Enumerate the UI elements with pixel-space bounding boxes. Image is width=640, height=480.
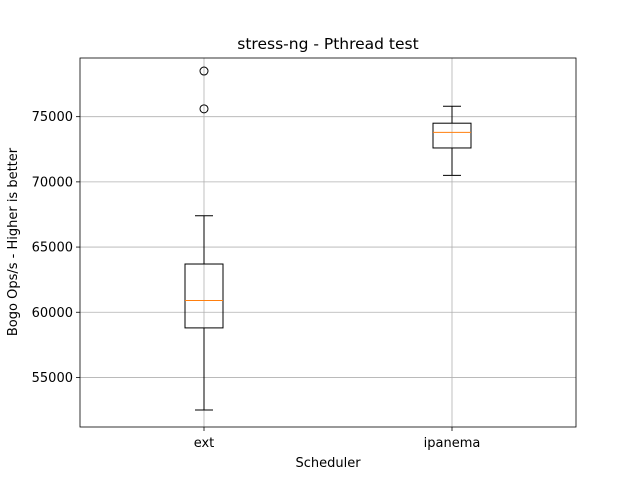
iqr-box: [432, 122, 472, 149]
y-tick-label: 70000: [32, 175, 73, 190]
x-axis-ticks: ext ipanema: [194, 427, 481, 451]
boxplots: [184, 66, 472, 411]
x-tick-label: ext: [194, 436, 215, 451]
x-axis-label: Scheduler: [295, 456, 361, 471]
iqr-box: [184, 263, 224, 329]
outlier-point: [199, 66, 209, 76]
chart-title: stress-ng - Pthread test: [237, 35, 418, 53]
y-tick-label: 65000: [32, 241, 73, 256]
x-tick-label: ipanema: [424, 436, 481, 451]
y-tick-label: 55000: [32, 371, 73, 386]
box-ipanema: [432, 105, 472, 176]
grid: [80, 58, 576, 427]
y-tick-label: 60000: [32, 306, 73, 321]
y-axis-label: Bogo Ops/s - Higher is better: [6, 147, 21, 336]
y-tick-label: 75000: [32, 110, 73, 125]
outlier-point: [199, 104, 209, 114]
plot-frame: [79, 57, 577, 428]
y-axis-ticks: 55000 60000 65000 70000 75000: [32, 110, 80, 386]
box-ext: [184, 66, 224, 411]
